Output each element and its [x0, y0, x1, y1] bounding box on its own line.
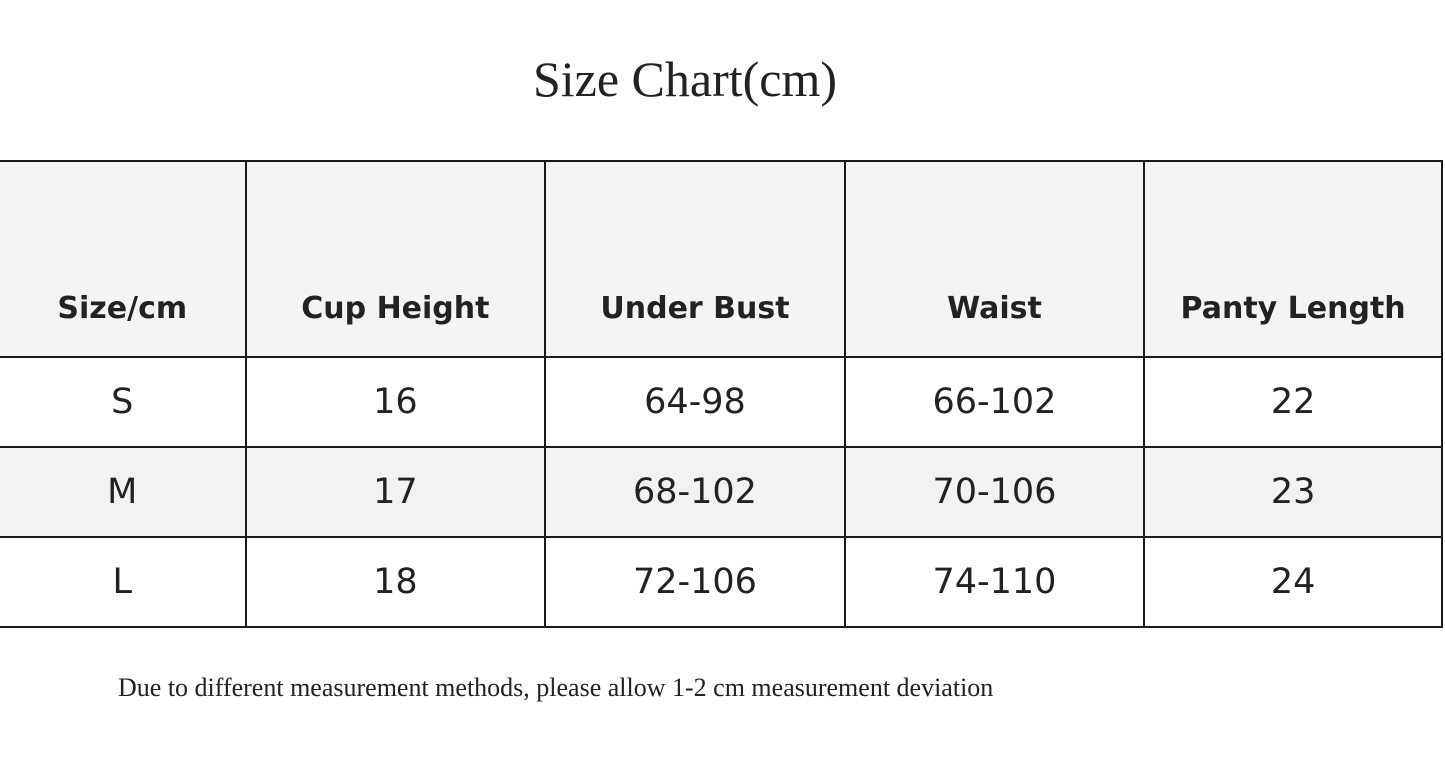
- cell-size: S: [0, 356, 247, 448]
- cell-waist: 74-110: [843, 536, 1146, 628]
- table-row: L 18 72-106 74-110 24: [0, 536, 1443, 628]
- cell-waist: 66-102: [843, 356, 1146, 448]
- cell-cup-height: 18: [244, 536, 547, 628]
- page-title: Size Chart(cm): [532, 51, 838, 107]
- cell-panty-length: 22: [1143, 356, 1443, 448]
- header-cup-height: Cup Height: [244, 160, 547, 358]
- header-waist: Waist: [843, 160, 1146, 358]
- cell-under-bust: 72-106: [544, 536, 846, 628]
- header-size: Size/cm: [0, 160, 247, 358]
- cell-under-bust: 68-102: [544, 446, 846, 538]
- cell-cup-height: 16: [244, 356, 547, 448]
- header-row: Size/cm Cup Height Under Bust Waist Pant…: [0, 160, 1443, 358]
- cell-panty-length: 23: [1143, 446, 1443, 538]
- table-row: M 17 68-102 70-106 23: [0, 446, 1443, 538]
- measurement-note: Due to different measurement methods, pl…: [118, 673, 994, 702]
- cell-waist: 70-106: [843, 446, 1146, 538]
- cell-size: M: [0, 446, 247, 538]
- cell-size: L: [0, 536, 247, 628]
- header-panty-length: Panty Length: [1143, 160, 1443, 358]
- cell-under-bust: 64-98: [544, 356, 846, 448]
- table-row: S 16 64-98 66-102 22: [0, 356, 1443, 448]
- cell-panty-length: 24: [1143, 536, 1443, 628]
- header-under-bust: Under Bust: [544, 160, 846, 358]
- cell-cup-height: 17: [244, 446, 547, 538]
- size-chart-table: Size/cm Cup Height Under Bust Waist Pant…: [0, 160, 1443, 628]
